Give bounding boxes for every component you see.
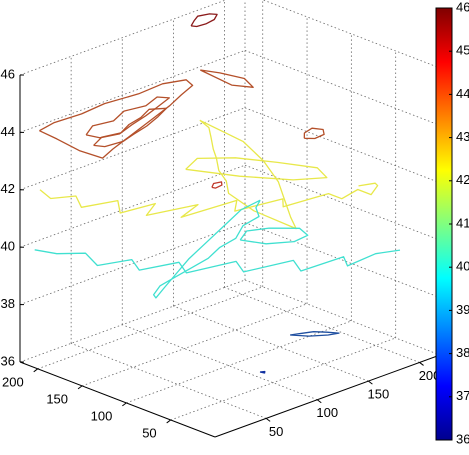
grid-line (122, 324, 318, 401)
colorbar-tick-label: 42 (456, 172, 469, 187)
contour-line (211, 181, 223, 189)
x-tick-label: 200 (419, 368, 441, 383)
contour-line (290, 331, 340, 337)
colorbar-tick-label: 41 (456, 215, 469, 230)
grid-line (19, 0, 227, 76)
tick-mark (33, 368, 39, 373)
colorbar-tick-label: 44 (456, 86, 469, 101)
contour-line (239, 227, 309, 245)
contour-line (93, 107, 168, 148)
y-tick-label: 150 (46, 391, 68, 406)
contour-line (34, 249, 401, 274)
x-tick-label: 100 (316, 405, 338, 420)
contour-line (303, 127, 325, 140)
colorbar-tick-label: 45 (456, 43, 469, 58)
y-tick-label: 200 (2, 374, 24, 389)
contour-line (200, 69, 254, 88)
y-tick-label: 100 (91, 408, 113, 423)
colorbar-tick-label: 36 (456, 431, 469, 446)
y-tick-label: 50 (142, 425, 156, 440)
contour-line (259, 370, 266, 374)
colorbar-tick-label: 40 (456, 259, 469, 274)
contour-line (199, 119, 297, 230)
contour-line (39, 182, 379, 218)
z-tick-label: 36 (1, 353, 15, 368)
tick-mark (265, 417, 271, 422)
axis-line (19, 361, 216, 438)
grid-line (244, 222, 441, 298)
z-tick-label: 40 (1, 239, 15, 254)
tick-mark (368, 380, 373, 385)
grid-line (126, 320, 352, 404)
grid-line (244, 107, 441, 184)
grid-line (70, 342, 267, 419)
x-tick-label: 150 (368, 387, 390, 402)
grid-line (19, 164, 246, 248)
grid-line (244, 279, 441, 356)
colorbar-tick-label: 43 (456, 129, 469, 144)
grid-line (19, 222, 246, 305)
tick-mark (316, 399, 322, 404)
colorbar-tick-label: 39 (456, 302, 469, 317)
colorbar-tick-label: 37 (456, 388, 469, 403)
tick-mark (77, 385, 83, 390)
contour-line (39, 79, 194, 159)
grid-line (173, 305, 369, 382)
contour-line (85, 96, 170, 139)
grid-line (224, 287, 420, 363)
tick-mark (122, 402, 127, 407)
z-tick-label: 42 (1, 181, 15, 196)
contour-line (152, 199, 261, 299)
grid-line (244, 50, 441, 126)
tick-mark (419, 362, 424, 366)
grid-line (262, 0, 441, 69)
z-tick-label: 38 (1, 296, 15, 311)
axis-line (214, 354, 441, 438)
grid-line (81, 303, 308, 387)
tick-mark (166, 419, 171, 424)
z-tick-label: 46 (1, 66, 15, 81)
z-tick-label: 44 (1, 124, 15, 139)
colorbar-tick-label: 46 (456, 0, 469, 14)
colorbar-tick-label: 38 (456, 345, 469, 360)
contour-line (185, 157, 328, 181)
grid-line (19, 107, 246, 191)
x-tick-label: 50 (269, 424, 283, 439)
grid-line (170, 337, 396, 421)
grid-line (244, 164, 441, 241)
contour-line (190, 13, 218, 28)
